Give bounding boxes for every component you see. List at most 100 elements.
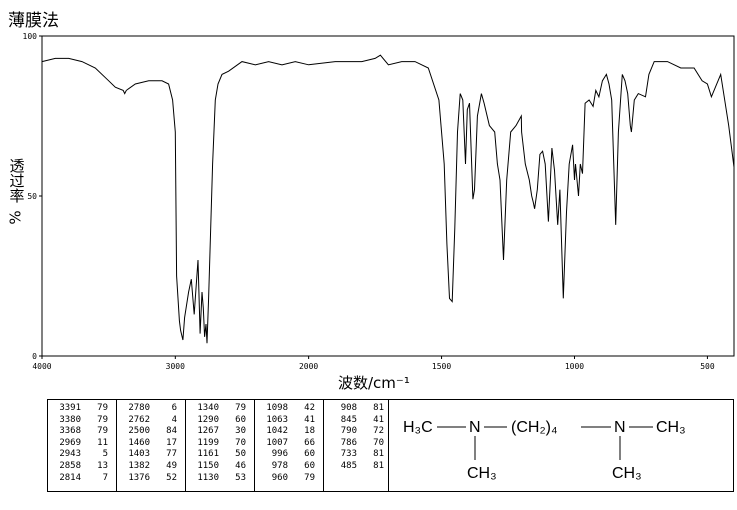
peak-wavenumber: 996 xyxy=(271,449,288,460)
peak-row: 790 72 xyxy=(324,426,390,438)
peak-row: 1098 42 xyxy=(255,403,323,415)
peak-row: 733 81 xyxy=(324,449,390,461)
peak-wavenumber: 1376 xyxy=(128,472,150,483)
peak-row: 1007 66 xyxy=(255,438,323,450)
peak-transmittance: 60 xyxy=(304,449,315,460)
peak-wavenumber: 2500 xyxy=(128,426,150,437)
peak-row: 1267 30 xyxy=(186,426,254,438)
peak-wavenumber: 1130 xyxy=(197,472,219,483)
peak-wavenumber: 845 xyxy=(340,414,357,425)
peak-transmittance: 70 xyxy=(373,437,384,448)
peak-transmittance: 53 xyxy=(235,472,246,483)
peak-row: 1382 49 xyxy=(117,461,185,473)
peak-row: 1340 79 xyxy=(186,403,254,415)
n-left: N xyxy=(469,419,481,436)
peak-transmittance: 49 xyxy=(166,460,177,471)
peak-transmittance: 41 xyxy=(373,414,384,425)
ch3-down-right: CH₃ xyxy=(612,465,642,482)
peak-wavenumber: 790 xyxy=(340,426,357,437)
x-axis-label: 波数/cm⁻¹ xyxy=(338,374,410,392)
peak-wavenumber: 1340 xyxy=(197,403,219,413)
peak-transmittance: 79 xyxy=(235,403,246,413)
peak-transmittance: 18 xyxy=(304,426,315,437)
peak-wavenumber: 908 xyxy=(340,403,357,413)
ch2-chain: (CH₂)₄ xyxy=(511,419,558,436)
peak-transmittance: 50 xyxy=(235,449,246,460)
peak-wavenumber: 1460 xyxy=(128,437,150,448)
peak-transmittance: 84 xyxy=(166,426,177,437)
peak-transmittance: 41 xyxy=(304,414,315,425)
peak-transmittance: 81 xyxy=(373,460,384,471)
peak-wavenumber: 1161 xyxy=(197,449,219,460)
peak-row: 2969 11 xyxy=(48,438,116,450)
ch3-right: CH₃ xyxy=(656,419,686,436)
peak-wavenumber: 1290 xyxy=(197,414,219,425)
peak-transmittance: 79 xyxy=(97,403,108,413)
peak-table-column: 1098 42 1063 41 1042 18 1007 66 996 60 978 60 960 79 xyxy=(255,400,324,491)
peak-wavenumber: 3368 xyxy=(59,426,81,437)
peak-row: 786 70 xyxy=(324,438,390,450)
peak-wavenumber: 2858 xyxy=(59,460,81,471)
peak-row: 908 81 xyxy=(324,403,390,415)
peak-row: 1150 46 xyxy=(186,461,254,473)
peak-row: 3368 79 xyxy=(48,426,116,438)
n-right: N xyxy=(614,419,626,436)
peak-row: 2858 13 xyxy=(48,461,116,473)
peak-transmittance: 79 xyxy=(97,426,108,437)
peak-wavenumber: 2780 xyxy=(128,403,150,413)
peak-row: 2500 84 xyxy=(117,426,185,438)
peak-wavenumber: 1403 xyxy=(128,449,150,460)
peak-wavenumber: 733 xyxy=(340,449,357,460)
peak-wavenumber: 1150 xyxy=(197,460,219,471)
peak-table: 3391 79 3380 79 3368 79 2969 11 2943 5 2858 13 2814 7… xyxy=(47,399,389,492)
peak-transmittance: 52 xyxy=(166,472,177,483)
peak-wavenumber: 2969 xyxy=(59,437,81,448)
peak-transmittance: 5 xyxy=(102,449,108,460)
peak-wavenumber: 1063 xyxy=(266,414,288,425)
peak-wavenumber: 2814 xyxy=(59,472,81,483)
y-tick-label: 0 xyxy=(32,352,37,361)
h3c-group: H₃C xyxy=(403,419,433,436)
peak-row: 1403 77 xyxy=(117,449,185,461)
chart-title: 薄膜法 xyxy=(8,11,59,31)
plot-frame xyxy=(41,35,735,357)
y-axis-label: 透过率 % xyxy=(6,158,26,226)
x-tick-label: 1500 xyxy=(432,362,451,371)
ch3-down-left: CH₃ xyxy=(467,465,497,482)
peak-row: 1161 50 xyxy=(186,449,254,461)
peak-wavenumber: 1007 xyxy=(266,437,288,448)
peak-row: 2762 4 xyxy=(117,415,185,427)
peak-wavenumber: 2762 xyxy=(128,414,150,425)
peak-wavenumber: 1199 xyxy=(197,437,219,448)
peak-transmittance: 13 xyxy=(97,460,108,471)
peak-row: 1063 41 xyxy=(255,415,323,427)
peak-transmittance: 77 xyxy=(166,449,177,460)
peak-transmittance: 70 xyxy=(235,437,246,448)
y-tick-label: 50 xyxy=(27,192,37,201)
spectrum-line xyxy=(41,54,735,344)
peak-row: 996 60 xyxy=(255,449,323,461)
peak-transmittance: 4 xyxy=(171,414,177,425)
peak-row: 485 81 xyxy=(324,461,390,473)
peak-transmittance: 79 xyxy=(304,472,315,483)
peak-wavenumber: 1382 xyxy=(128,460,150,471)
peak-wavenumber: 960 xyxy=(271,472,288,483)
peak-row: 978 60 xyxy=(255,461,323,473)
peak-wavenumber: 1267 xyxy=(197,426,219,437)
peak-table-column: 1340 79 1290 60 1267 30 1199 70 1161 50 1150 46 1130… xyxy=(186,400,255,491)
structure-formula: H₃C N (CH₂)₄ N CH₃ CH₃ CH₃ xyxy=(389,399,734,492)
y-tick-label: 100 xyxy=(23,32,38,41)
peak-wavenumber: 2943 xyxy=(59,449,81,460)
x-tick-label: 4000 xyxy=(32,362,51,371)
peak-row: 1460 17 xyxy=(117,438,185,450)
peak-row: 1376 52 xyxy=(117,473,185,485)
ir-spectrum-chart: 4000 3000 2000 1500 1000 500 0 50 100 xyxy=(23,32,735,371)
peak-transmittance: 60 xyxy=(304,460,315,471)
peak-row: 2814 7 xyxy=(48,473,116,485)
y-axis-label-text: 透过率 xyxy=(7,158,26,203)
peak-table-column: 2780 6 2762 4 2500 84 1460 17 1403 77 1382 49 1376 52 xyxy=(117,400,186,491)
peak-row: 845 41 xyxy=(324,415,390,427)
peak-transmittance: 7 xyxy=(102,472,108,483)
peak-transmittance: 17 xyxy=(166,437,177,448)
peak-row: 3391 79 xyxy=(48,403,116,415)
